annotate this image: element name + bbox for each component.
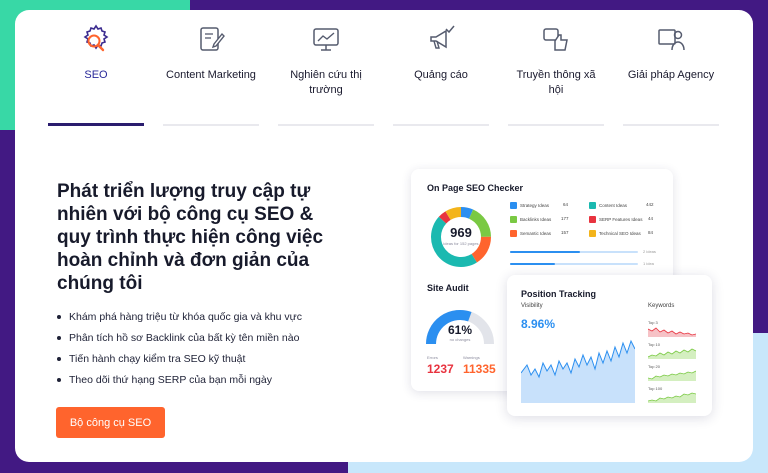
top20-sparkline <box>648 370 696 381</box>
warnings-count: 11335 <box>463 362 496 376</box>
tab-divider <box>278 124 374 126</box>
progress-fill <box>510 263 555 265</box>
visibility-value: 8.96% <box>521 317 556 331</box>
tab-label: Truyền thông xã hội <box>516 69 596 96</box>
errors-label: Errors <box>427 355 438 360</box>
ideas-progress-bar <box>510 251 638 253</box>
tab-social-media[interactable]: Truyền thông xã hội <box>508 22 604 98</box>
position-tracking-title: Position Tracking <box>521 289 597 299</box>
keyword-group-label: Top 100 <box>648 386 663 391</box>
tab-advertising[interactable]: Quảng cáo <box>393 22 489 83</box>
semantic-chip-icon <box>510 230 517 237</box>
site-audit-gauge <box>426 310 494 345</box>
technical-chip-icon <box>589 230 596 237</box>
donut-segment-st <box>461 207 474 219</box>
site-audit-percent: 61% <box>447 323 473 337</box>
serp-chip-icon <box>589 216 596 223</box>
donut-segment-co <box>431 216 477 267</box>
idea-semantic: Semantic Ideas <box>510 230 551 237</box>
idea-label: Strategy Ideas <box>520 203 550 208</box>
edit-document-icon <box>200 27 225 51</box>
idea-label: Backlinks Ideas <box>520 217 552 222</box>
ideas-progress-bar <box>510 263 638 265</box>
idea-serp-features: SERP Features Ideas <box>589 216 642 223</box>
tab-content-marketing[interactable]: Content Marketing <box>163 22 259 83</box>
on-page-title: On Page SEO Checker <box>427 183 524 193</box>
strategy-chip-icon <box>510 202 517 209</box>
tab-divider <box>393 124 489 126</box>
thumbs-up-chat-icon <box>543 28 568 51</box>
progress-label: 2 ideas <box>643 249 656 254</box>
tab-label: Nghiên cứu thị trường <box>290 69 362 96</box>
idea-value: 44 <box>648 216 654 221</box>
idea-value: 157 <box>561 230 569 235</box>
keyword-group-label: Top 10 <box>648 342 661 347</box>
top10-sparkline <box>648 348 696 359</box>
megaphone-check-icon <box>430 25 455 49</box>
tab-label: Content Marketing <box>166 69 256 81</box>
warnings-label: Warnings <box>463 355 480 360</box>
idea-label: Technical SEO Ideas <box>599 231 641 236</box>
ideas-total: 969 <box>450 225 472 240</box>
position-tracking-panel: Position Tracking Visibility 8.96% Keywo… <box>507 275 712 416</box>
tab-divider <box>508 124 604 126</box>
top3-sparkline <box>648 327 696 337</box>
idea-label: Content Ideas <box>599 203 628 208</box>
idea-strategy: Strategy Ideas <box>510 202 549 209</box>
progress-fill <box>510 251 581 253</box>
errors-count: 1237 <box>427 362 454 376</box>
idea-label: Semantic Ideas <box>520 231 552 236</box>
backlinks-chip-icon <box>510 216 517 223</box>
idea-content: Content Ideas <box>589 202 627 209</box>
idea-technical: Technical SEO Ideas <box>589 230 641 237</box>
donut-segment-sf <box>438 211 451 224</box>
site-audit-title: Site Audit <box>427 283 469 293</box>
tab-seo[interactable]: SEO <box>48 22 144 83</box>
keyword-group-label: Top 3 <box>648 320 658 325</box>
tab-divider <box>163 124 259 126</box>
feature-item: Phân tích hồ sơ Backlink của bất kỳ tên … <box>55 332 302 345</box>
tab-market-research[interactable]: Nghiên cứu thị trường <box>278 22 374 98</box>
idea-value: 64 <box>563 202 569 207</box>
idea-value: 84 <box>648 230 654 235</box>
tab-agency-solutions[interactable]: Giải pháp Agency <box>623 22 719 83</box>
idea-value: 177 <box>561 216 569 221</box>
tab-active-indicator <box>48 123 144 126</box>
seo-toolkit-button[interactable]: Bộ công cụ SEO <box>56 407 165 438</box>
idea-value: 442 <box>646 202 654 207</box>
feature-item: Theo dõi thứ hạng SERP của bạn mỗi ngày <box>55 374 302 387</box>
top100-sparkline <box>648 392 696 403</box>
feature-item: Tiến hành chạy kiểm tra SEO kỹ thuật <box>55 353 302 366</box>
progress-label: 1 idea <box>643 261 654 266</box>
content-chip-icon <box>589 202 596 209</box>
analytics-monitor-icon <box>313 28 339 51</box>
product-tabs: SEO Content Marketing Nghiên cứu thị trư… <box>33 22 719 130</box>
visibility-area-chart <box>521 339 635 403</box>
idea-label: SERP Features Ideas <box>599 217 643 222</box>
hero-headline: Phát triển lượng truy cập tự nhiên với b… <box>57 181 324 294</box>
donut-segment-ba <box>469 209 491 237</box>
tab-label: SEO <box>84 69 108 81</box>
idea-backlinks: Backlinks Ideas <box>510 216 551 223</box>
keywords-title: Keywords <box>648 303 675 309</box>
keyword-group-label: Top 20 <box>648 364 661 369</box>
presenter-board-icon <box>658 29 685 51</box>
donut-segment-se <box>471 236 491 263</box>
tab-divider <box>623 124 719 126</box>
feature-item: Khám phá hàng triệu từ khóa quốc gia và … <box>55 311 302 324</box>
site-audit-sub: no changes <box>449 337 471 342</box>
donut-segment-te <box>445 207 461 220</box>
ideas-donut-chart <box>431 207 491 267</box>
feature-list: Khám phá hàng triệu từ khóa quốc gia và … <box>55 311 302 395</box>
tab-label: Giải pháp Agency <box>627 69 715 81</box>
seo-gear-magnifier-icon <box>83 24 109 52</box>
tab-label: Quảng cáo <box>414 69 468 81</box>
ideas-total-sub: ideas for 152 pages <box>443 241 479 246</box>
visibility-label: Visibility <box>521 303 543 309</box>
